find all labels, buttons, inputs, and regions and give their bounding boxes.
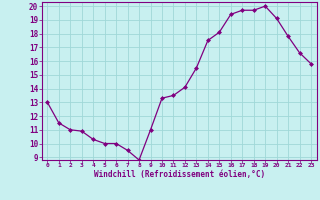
X-axis label: Windchill (Refroidissement éolien,°C): Windchill (Refroidissement éolien,°C)	[94, 170, 265, 179]
